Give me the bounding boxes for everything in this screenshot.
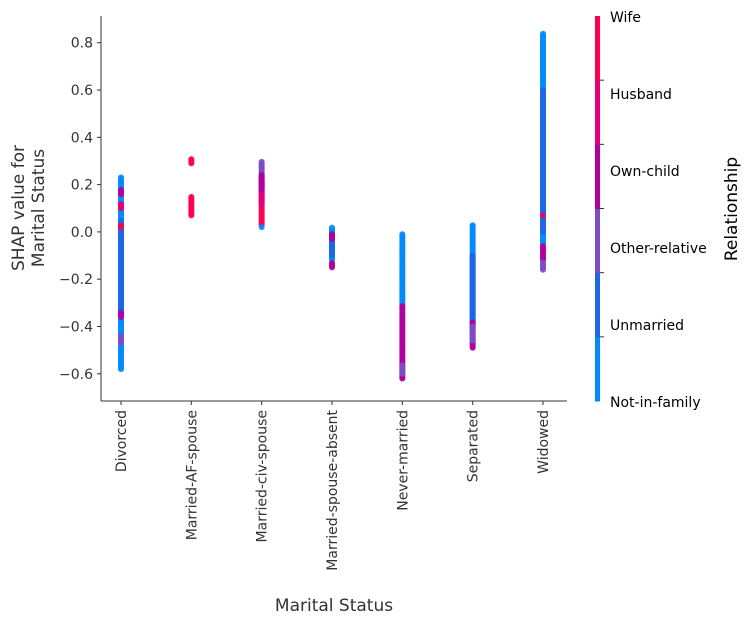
data-point xyxy=(258,224,265,231)
data-point xyxy=(329,224,335,231)
y-tick-label: −0.6 xyxy=(59,367,93,383)
points-layer xyxy=(118,30,546,382)
data-point xyxy=(118,218,124,225)
data-point xyxy=(118,332,124,339)
data-point xyxy=(258,172,265,179)
data-point xyxy=(399,303,406,310)
data-point xyxy=(118,222,124,229)
data-point xyxy=(188,193,195,200)
data-point xyxy=(118,201,124,208)
y-tick-label: −0.4 xyxy=(59,320,93,336)
colorbar-label: Relationship xyxy=(722,157,742,261)
y-axis-label-line2: Marital Status xyxy=(29,149,49,267)
data-point xyxy=(118,309,124,316)
colorbar-segment xyxy=(595,144,600,209)
colorbar-segment xyxy=(595,16,600,81)
y-tick-label: 0.8 xyxy=(71,36,93,52)
data-point xyxy=(469,323,476,330)
colorbar-tick-label: Not-in-family xyxy=(610,395,701,411)
x-axis-label: Marital Status xyxy=(275,596,393,616)
x-tick-label: Never-married xyxy=(395,410,411,511)
data-point xyxy=(118,174,124,181)
data-point xyxy=(399,362,406,369)
data-point xyxy=(258,158,265,165)
data-point xyxy=(399,231,406,238)
x-tick-label: Widowed xyxy=(536,410,552,474)
y-tick-label: 0.2 xyxy=(71,178,93,194)
data-point xyxy=(540,243,546,250)
data-point xyxy=(329,260,335,267)
x-tick-label: Separated xyxy=(466,410,482,482)
data-point xyxy=(329,231,335,238)
data-point xyxy=(540,259,546,266)
colorbar-tick-label: Own-child xyxy=(610,164,680,180)
data-point xyxy=(469,252,476,259)
data-point xyxy=(469,222,476,229)
x-ticks: Divorced Married-AF-spouse Married-civ-spo… xyxy=(114,401,552,571)
data-point xyxy=(118,186,124,193)
data-point xyxy=(469,319,476,326)
colorbar-tick-label: Unmarried xyxy=(610,318,684,334)
colorbar-segment xyxy=(595,208,600,274)
x-tick-label: Married-spouse-absent xyxy=(325,409,341,570)
data-point xyxy=(540,212,546,219)
colorbar-segment xyxy=(595,272,600,338)
y-tick-label: −0.2 xyxy=(59,272,93,288)
x-tick-label: Divorced xyxy=(114,410,130,472)
data-point xyxy=(540,87,546,94)
colorbar-tick-label: Wife xyxy=(610,10,641,26)
y-tick-label: 0.4 xyxy=(71,130,93,146)
colorbar-tick-label: Other-relative xyxy=(610,241,707,257)
colorbar-segment xyxy=(595,336,600,402)
colorbar: Not-in-family Unmarried Other-relative Own-… xyxy=(595,10,707,411)
data-point xyxy=(188,156,195,163)
colorbar-tick-label: Husband xyxy=(610,87,672,103)
y-ticks: −0.6 −0.4 −0.2 0.0 0.2 0.4 0.6 0.8 xyxy=(59,36,101,383)
data-point xyxy=(540,30,546,37)
colorbar-segment xyxy=(595,80,600,145)
x-tick-label: Married-civ-spouse xyxy=(255,410,271,542)
x-tick-label: Married-AF-spouse xyxy=(184,410,200,540)
y-tick-label: 0.0 xyxy=(71,225,93,241)
y-axis-label-line1: SHAP value for xyxy=(9,145,29,271)
y-tick-label: 0.6 xyxy=(71,83,93,99)
